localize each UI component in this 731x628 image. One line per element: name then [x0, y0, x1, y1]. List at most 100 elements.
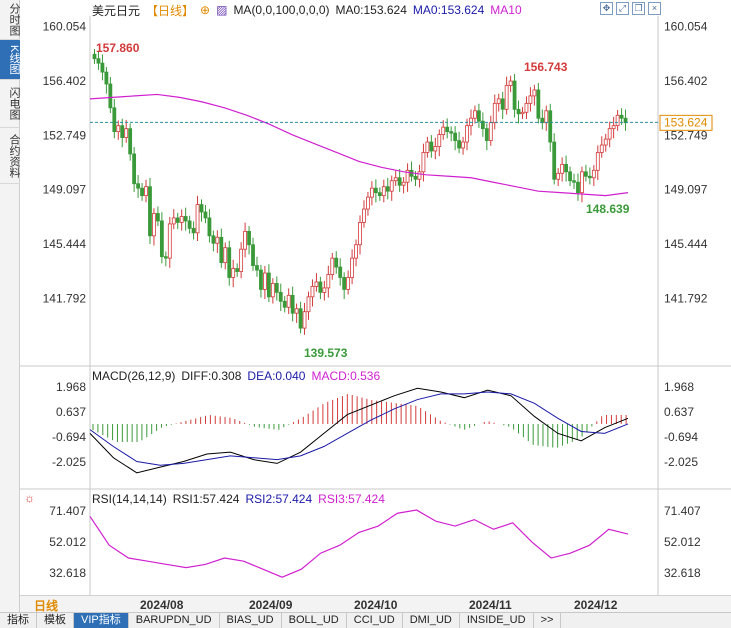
candle-body: [603, 138, 608, 146]
period-tag[interactable]: 日线: [34, 599, 59, 613]
tab-cci[interactable]: CCI_UD: [347, 613, 403, 628]
rsi-title: RSI(14,14,14): [92, 492, 167, 506]
high-annotation: 156.743: [524, 60, 568, 74]
price-tick-right: 156.402: [664, 74, 708, 88]
candle-body: [159, 220, 164, 258]
macd-tick-right: 0.637: [664, 405, 694, 419]
candle-body: [421, 152, 426, 173]
candle-body: [191, 227, 196, 234]
candle-body: [397, 177, 402, 186]
candle-body: [504, 85, 509, 110]
candle-body: [373, 187, 378, 194]
settings-icon[interactable]: ⊕: [200, 3, 211, 17]
macd-diff: DIFF:0.308: [181, 369, 242, 383]
candle-body: [429, 141, 434, 152]
expand-icon[interactable]: ⤢: [616, 2, 629, 15]
candle-body: [437, 134, 442, 147]
candle-body: [318, 281, 323, 293]
date-label: 2024/11: [469, 598, 512, 612]
candle-body: [326, 274, 331, 289]
macd-dea: DEA:0.040: [247, 369, 306, 383]
close-icon[interactable]: ×: [648, 2, 661, 15]
tab-barupdn[interactable]: BARUPDN_UD: [129, 613, 220, 628]
rsi-tick-left: 71.407: [49, 504, 86, 518]
macd-tick-right: -2.025: [664, 455, 698, 469]
candle-body: [413, 175, 418, 180]
candle-body: [231, 268, 236, 278]
candle-body: [595, 152, 600, 171]
tab-indicator[interactable]: 指标: [0, 613, 37, 628]
tab-template[interactable]: 模板: [37, 613, 74, 628]
candle-body: [270, 283, 275, 298]
candle-body: [255, 265, 259, 271]
candle-body: [548, 110, 553, 143]
tab-contract-info[interactable]: 合约资料: [0, 128, 20, 184]
candle-body: [223, 247, 228, 264]
candle-body: [167, 223, 172, 259]
rsi-tick-right: 32.618: [664, 566, 701, 580]
candle-body: [290, 294, 295, 314]
candle-body: [298, 308, 303, 329]
low-annotation: 139.573: [304, 346, 348, 360]
candle-body: [175, 217, 180, 223]
rsi-sun-icon[interactable]: ☼: [24, 491, 35, 505]
rsi3-value: RSI3:57.424: [318, 492, 385, 506]
candle-body: [243, 230, 247, 250]
side-tab-bar: 分时图 K线图 闪电图 合约资料: [0, 0, 20, 612]
price-tick-right: 149.097: [664, 183, 708, 197]
candle-body: [473, 110, 477, 119]
tab-vip[interactable]: VIP指标: [74, 613, 129, 628]
candle-body: [219, 236, 224, 264]
candle-body: [132, 153, 137, 185]
high-annotation: 157.860: [96, 41, 140, 55]
candle-body: [611, 125, 616, 130]
period-label[interactable]: 【日线】: [146, 3, 195, 18]
candle-body: [524, 102, 529, 113]
candle-body: [580, 171, 584, 194]
candle-body: [453, 132, 458, 141]
candle-body: [215, 236, 220, 244]
tab-kline[interactable]: K线图: [0, 40, 20, 80]
candle-body: [587, 175, 592, 179]
restore-icon[interactable]: ❐: [632, 2, 645, 15]
price-tick-left: 149.097: [43, 183, 87, 197]
chart-header: 美元日元 【日线】 ⊕ ▨ MA(0,0,100,0,0,0) MA0:153.…: [92, 2, 522, 18]
candle-body: [195, 204, 200, 234]
tab-dmi[interactable]: DMI_UD: [403, 613, 460, 628]
candle-body: [227, 247, 232, 278]
candle-body: [187, 220, 192, 229]
candle-body: [401, 181, 406, 186]
tab-flash[interactable]: 闪电图: [0, 80, 20, 128]
rsi-legend: RSI(14,14,14) RSI1:57.424 RSI2:57.424 RS…: [92, 492, 385, 506]
tab-boll[interactable]: BOLL_UD: [282, 613, 347, 628]
candle-body: [512, 80, 517, 110]
candle-body: [163, 256, 168, 259]
candle-body: [477, 110, 481, 122]
candle-body: [278, 291, 283, 302]
macd-tick-left: -2.025: [52, 455, 86, 469]
candle-body: [457, 140, 461, 149]
candle-body: [342, 277, 347, 290]
tab-bias[interactable]: BIAS_UD: [220, 613, 282, 628]
rsi1-value: RSI1:57.424: [172, 492, 240, 506]
move-icon[interactable]: ✥: [600, 2, 613, 15]
candle-body: [346, 277, 351, 290]
tab-inside[interactable]: INSIDE_UD: [460, 613, 534, 628]
tab-intraday[interactable]: 分时图: [0, 0, 20, 40]
candle-body: [199, 204, 204, 213]
candle-body: [492, 102, 497, 124]
candle-body: [500, 98, 505, 110]
candles: [92, 49, 628, 335]
ma-icon[interactable]: ▨: [216, 3, 228, 17]
candle-body: [207, 217, 212, 237]
candle-body: [263, 272, 267, 290]
candle-body: [405, 169, 410, 183]
candle-body: [302, 311, 307, 329]
chart-canvas[interactable]: 160.054 160.054 156.402 156.402 152.749 152.7…: [0, 0, 731, 612]
candle-body: [148, 186, 152, 237]
candle-body: [322, 287, 327, 293]
candle-body: [266, 272, 271, 298]
candle-body: [544, 110, 549, 124]
rsi2-value: RSI2:57.424: [245, 492, 313, 506]
tab-more[interactable]: >>: [534, 613, 562, 628]
